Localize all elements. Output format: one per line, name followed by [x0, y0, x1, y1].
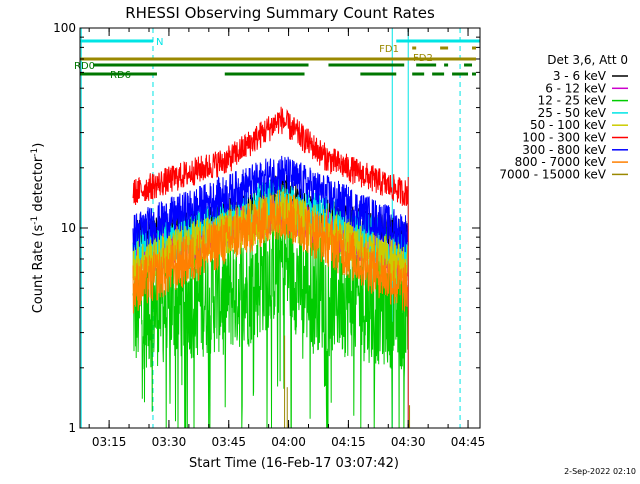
y-tick-label: 100 [53, 21, 76, 35]
flag-bar-label: FD2 [413, 53, 433, 64]
y-axis-label-end: ) [31, 143, 46, 148]
flag-bar-label: N [156, 37, 163, 48]
axes: 03:15 03:30 03:45 04:00 04:15 04:30 04:45 1 10 10… [53, 21, 485, 449]
flag-bar-label: FD1 [379, 44, 399, 55]
x-tick-label: 04:30 [391, 435, 426, 449]
chart-title: RHESSI Observing Summary Count Rates [125, 4, 435, 22]
legend-label: 800 - 7000 keV [515, 155, 607, 169]
y-tick-label: 10 [61, 221, 76, 235]
x-tick-label: 03:30 [152, 435, 187, 449]
y-axis-label: Count Rate (s-1 detector-1) [30, 143, 46, 314]
legend-label: 25 - 50 keV [538, 106, 607, 120]
y-axis-label-sup-2: -1 [30, 148, 40, 157]
y-axis-label-mid: detector [31, 156, 46, 216]
legend-label: 7000 - 15000 keV [499, 167, 606, 181]
y-axis-label-sup-1: -1 [30, 216, 40, 225]
legend-header: Det 3,6, Att 0 [547, 53, 628, 67]
footer-timestamp: 2-Sep-2022 02:10 [564, 467, 636, 476]
x-tick-label: 03:15 [92, 435, 127, 449]
x-tick-label: 03:45 [211, 435, 246, 449]
series-line [132, 155, 409, 253]
series-line [132, 189, 409, 314]
legend-label: 100 - 300 keV [522, 131, 606, 145]
legend-label: 6 - 12 keV [545, 81, 607, 95]
series-line [132, 202, 409, 429]
x-tick-label: 04:45 [451, 435, 486, 449]
x-tick-label: 04:00 [271, 435, 306, 449]
x-tick-label: 04:15 [331, 435, 366, 449]
legend-label: 300 - 800 keV [522, 143, 606, 157]
series-line [132, 106, 409, 206]
legend-label: 3 - 6 keV [553, 69, 607, 83]
flag-bars: N FD1 FD2 RD0 RD6 [74, 37, 480, 81]
y-tick-label: 1 [68, 421, 76, 435]
legend-label: 12 - 25 keV [538, 94, 607, 108]
x-axis-label: Start Time (16-Feb-17 03:07:42) [189, 456, 399, 471]
flag-bar-label: RD0 [74, 61, 95, 72]
y-axis-label-main: Count Rate (s [31, 225, 46, 314]
flag-bar-label: RD6 [110, 70, 131, 81]
legend-label: 50 - 100 keV [530, 118, 607, 132]
